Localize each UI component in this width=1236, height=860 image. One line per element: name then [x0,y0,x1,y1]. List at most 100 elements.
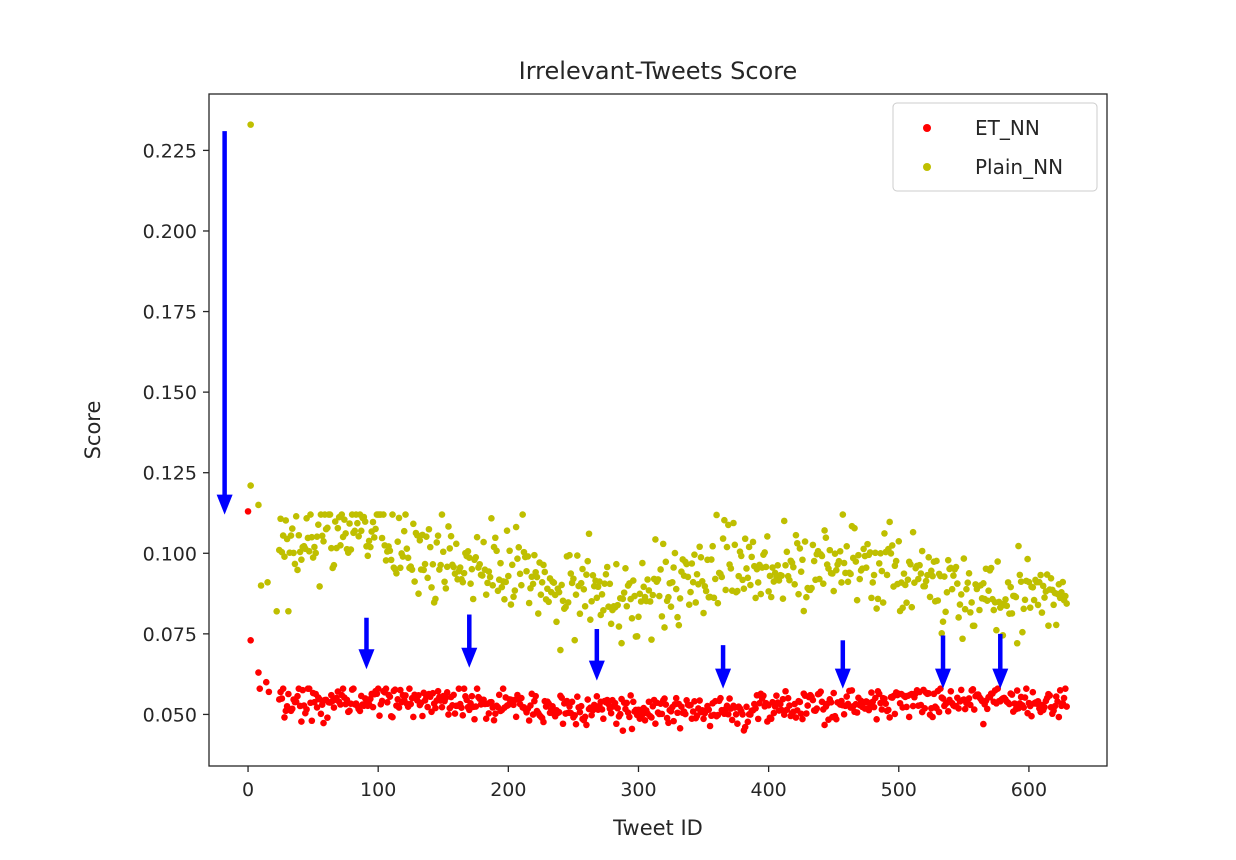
data-point [312,549,320,557]
data-point [619,595,627,603]
data-point [277,515,284,523]
data-point [934,597,942,604]
data-point [900,570,908,577]
data-point [873,605,880,612]
data-point [273,607,280,615]
data-point [779,695,787,703]
y-tick-label: 0.225 [143,140,197,162]
data-point [533,573,541,581]
data-point [460,569,468,577]
legend: ET_NN Plain_NN [892,102,1098,192]
data-point [244,508,252,515]
data-point [687,588,694,596]
data-point [799,556,806,564]
data-point [1008,691,1016,698]
data-point [967,701,974,709]
data-point [614,704,621,712]
data-point [330,561,338,569]
data-point [904,576,912,583]
data-point [929,572,936,580]
data-point [452,540,460,548]
data-point [292,698,300,706]
data-point [576,708,584,716]
data-point [922,577,930,585]
data-point [557,646,564,654]
series-et-nn [244,508,1070,734]
data-point [285,690,292,698]
data-point [308,533,316,541]
data-point [255,669,262,676]
data-point [1050,601,1057,609]
data-point [665,593,672,601]
data-point [493,547,500,555]
data-point [1045,622,1052,629]
data-point [773,692,780,699]
data-point [786,576,793,584]
data-point [831,550,839,558]
data-point [629,698,637,706]
data-point [692,599,700,606]
data-point [492,710,499,717]
data-point [791,581,798,588]
data-point [394,538,402,545]
data-point [313,704,321,711]
data-point [799,715,806,723]
data-point [411,578,418,585]
data-point [895,538,903,545]
data-point [782,687,789,695]
data-point [702,587,710,595]
data-point [670,717,677,725]
data-point [585,530,593,538]
data-point [874,595,882,603]
data-point [649,591,657,599]
data-point [955,705,962,712]
x-tick-label: 200 [490,779,526,801]
data-point [770,709,778,717]
data-point [415,590,422,598]
data-point [754,715,762,723]
data-point [741,723,749,731]
data-point [869,579,877,586]
data-point [744,718,752,726]
legend-label-et-nn: ET_NN [975,116,1040,140]
data-point [743,703,750,711]
data-point [734,720,741,728]
data-point [860,545,867,553]
data-point [843,693,851,700]
data-point [616,710,624,718]
data-point [672,694,680,702]
data-point [346,707,353,715]
data-point [728,716,736,724]
data-point [665,719,672,727]
data-point [337,541,344,549]
data-point [969,686,977,693]
data-point [640,583,647,591]
data-point [485,568,493,575]
arrow-annotation [935,635,952,689]
data-point [410,520,417,528]
data-point [928,567,935,575]
data-point [803,593,810,601]
data-point [415,691,422,699]
data-point [324,714,331,721]
data-point [1013,639,1021,647]
data-point [662,701,670,708]
data-point [882,700,890,707]
data-point [382,685,390,692]
data-point [870,703,878,711]
data-point [589,572,597,579]
x-axis-label: Tweet ID [612,816,703,840]
data-point [714,711,722,719]
data-point [1011,700,1018,707]
data-point [291,560,299,568]
data-point [891,710,899,718]
data-point [654,576,662,583]
data-point [305,685,313,692]
data-point [637,598,645,605]
data-point [938,629,946,637]
data-point [833,715,840,723]
data-point [410,713,417,721]
data-point [373,690,381,698]
data-point [356,707,364,715]
